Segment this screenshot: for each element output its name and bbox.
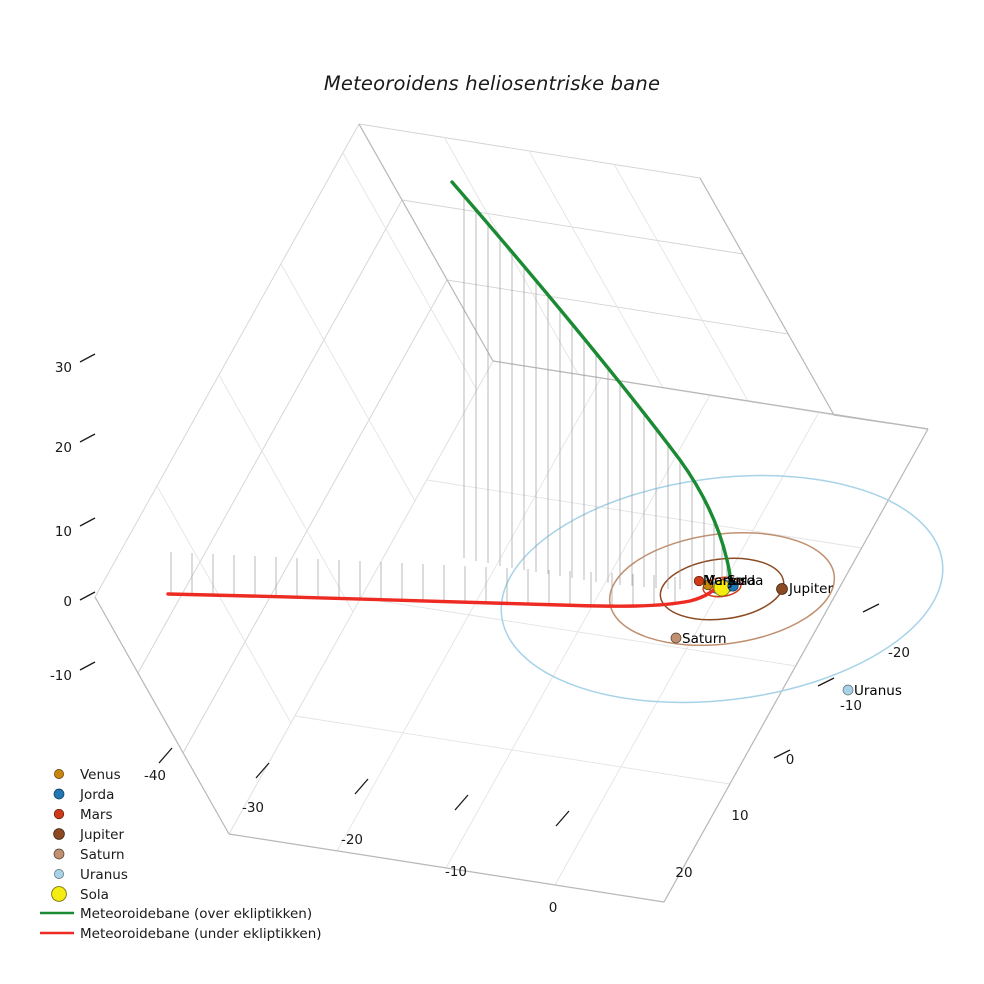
z-tick-label: 10 bbox=[55, 524, 72, 540]
y-tick-label: 20 bbox=[675, 865, 692, 881]
marker-mars bbox=[693, 575, 705, 587]
legend-label-venus: Venus bbox=[80, 767, 121, 783]
label-saturn: Saturn bbox=[682, 631, 727, 647]
legend-marker-jupiter bbox=[53, 828, 65, 840]
legend-marker-venus bbox=[54, 769, 64, 779]
x-tick-label: -40 bbox=[144, 768, 166, 784]
back-pane-grid bbox=[358, 123, 835, 416]
legend-label-uranus: Uranus bbox=[80, 867, 128, 883]
planet-labels: Uranus Saturn Jupiter Mars Venus Sola Jo… bbox=[682, 573, 902, 699]
x-tick-label: -10 bbox=[445, 864, 467, 880]
label-sola: Sola bbox=[727, 573, 756, 589]
meteoroid-track-below-ecliptic bbox=[166, 578, 725, 608]
left-pane-grid bbox=[94, 123, 494, 835]
x-axis: -40 -30 -20 -10 0 bbox=[144, 747, 570, 916]
y-tick-label: -20 bbox=[888, 645, 910, 661]
legend-marker-sola bbox=[51, 886, 67, 902]
legend-label-above-ecliptic: Meteoroidebane (over ekliptikken) bbox=[80, 906, 312, 922]
legend-label-sola: Sola bbox=[80, 887, 109, 903]
legend: Venus Jorda Mars Jupiter Saturn Uranus S… bbox=[40, 767, 322, 942]
label-mars: Mars bbox=[703, 573, 736, 589]
trajectory-stems-below bbox=[170, 552, 676, 607]
legend-label-below-ecliptic: Meteoroidebane (under ekliptikken) bbox=[80, 926, 322, 942]
marker-jorda bbox=[727, 580, 739, 592]
legend-label-jorda: Jorda bbox=[79, 787, 114, 803]
z-tick-label: 0 bbox=[63, 594, 72, 610]
y-tick-label: 10 bbox=[731, 808, 748, 824]
x-tick-label: -20 bbox=[341, 832, 363, 848]
legend-label-jupiter: Jupiter bbox=[79, 827, 124, 843]
orbit-saturn bbox=[608, 531, 836, 647]
orbit-jupiter bbox=[659, 557, 785, 621]
trajectory-stems-above bbox=[463, 195, 728, 590]
marker-venus bbox=[702, 579, 714, 591]
y-tick-label: 0 bbox=[786, 752, 795, 768]
legend-marker-saturn bbox=[53, 848, 65, 860]
floor-pane-grid bbox=[228, 360, 929, 903]
z-tick-label: 30 bbox=[55, 360, 72, 376]
planet-markers bbox=[670, 575, 854, 696]
marker-uranus bbox=[842, 684, 854, 696]
label-uranus: Uranus bbox=[854, 683, 902, 699]
legend-label-saturn: Saturn bbox=[80, 847, 125, 863]
x-tick-label: -30 bbox=[242, 800, 264, 816]
y-tick-label: -10 bbox=[840, 698, 862, 714]
z-tick-label: 20 bbox=[55, 440, 72, 456]
legend-marker-mars bbox=[53, 808, 65, 820]
legend-marker-jorda bbox=[53, 788, 65, 800]
z-tick-label: -10 bbox=[50, 668, 72, 684]
marker-jupiter bbox=[776, 583, 788, 595]
meteoroid-track-above-ecliptic bbox=[450, 180, 733, 588]
orbit-uranus bbox=[500, 474, 944, 704]
orbit-mars bbox=[702, 576, 742, 598]
legend-label-mars: Mars bbox=[80, 807, 113, 823]
x-tick-label: 0 bbox=[549, 900, 558, 916]
label-venus: Venus bbox=[706, 573, 747, 589]
axis-spines bbox=[94, 123, 929, 903]
z-axis: 30 20 10 0 -10 bbox=[50, 353, 96, 684]
legend-marker-uranus bbox=[54, 869, 64, 879]
label-jorda: Jorda bbox=[728, 573, 763, 589]
label-jupiter: Jupiter bbox=[788, 581, 833, 597]
page-title: Meteoroidens heliosentriske bane bbox=[323, 72, 661, 95]
y-axis: 0 10 20 -20 -10 bbox=[675, 603, 910, 881]
marker-saturn bbox=[670, 632, 682, 644]
axes-panes bbox=[94, 123, 929, 903]
